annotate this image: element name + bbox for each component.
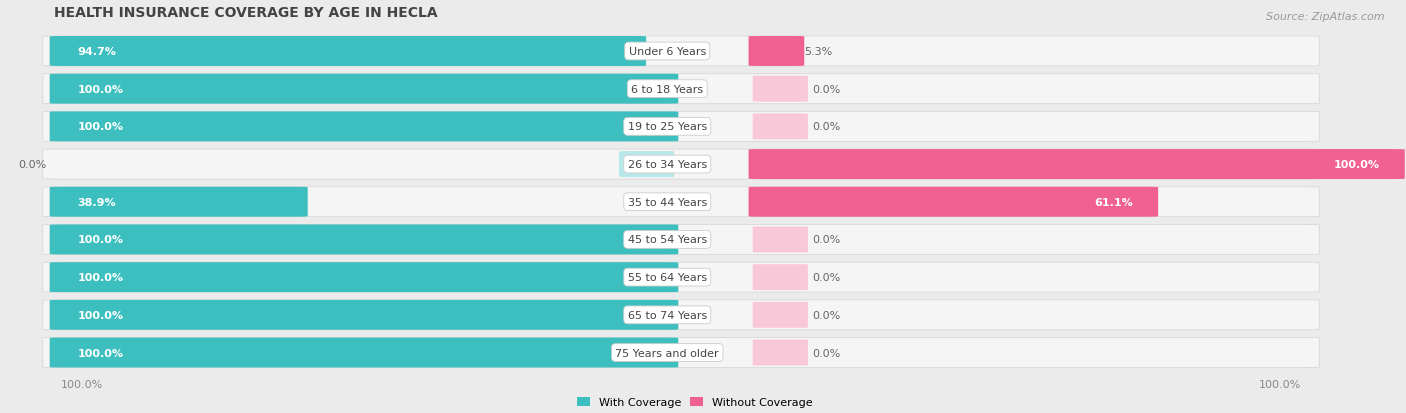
FancyBboxPatch shape xyxy=(752,114,808,140)
FancyBboxPatch shape xyxy=(42,188,1319,217)
Text: 100.0%: 100.0% xyxy=(77,348,124,358)
Text: 100.0%: 100.0% xyxy=(60,379,103,389)
FancyBboxPatch shape xyxy=(42,112,1319,142)
FancyBboxPatch shape xyxy=(752,265,808,290)
FancyBboxPatch shape xyxy=(42,338,1319,368)
Text: 0.0%: 0.0% xyxy=(813,85,841,95)
Text: 100.0%: 100.0% xyxy=(77,235,124,245)
FancyBboxPatch shape xyxy=(49,300,678,330)
FancyBboxPatch shape xyxy=(42,74,1319,104)
FancyBboxPatch shape xyxy=(619,152,673,178)
Text: 45 to 54 Years: 45 to 54 Years xyxy=(627,235,707,245)
Text: 55 to 64 Years: 55 to 64 Years xyxy=(627,273,707,282)
Text: 0.0%: 0.0% xyxy=(813,348,841,358)
Text: 100.0%: 100.0% xyxy=(1334,160,1379,170)
FancyBboxPatch shape xyxy=(49,74,678,104)
Text: 38.9%: 38.9% xyxy=(77,197,115,207)
FancyBboxPatch shape xyxy=(748,150,1405,180)
FancyBboxPatch shape xyxy=(42,225,1319,255)
FancyBboxPatch shape xyxy=(49,112,678,142)
Text: 0.0%: 0.0% xyxy=(813,310,841,320)
Text: 0.0%: 0.0% xyxy=(813,122,841,132)
Text: 100.0%: 100.0% xyxy=(77,310,124,320)
FancyBboxPatch shape xyxy=(42,37,1319,67)
Text: HEALTH INSURANCE COVERAGE BY AGE IN HECLA: HEALTH INSURANCE COVERAGE BY AGE IN HECL… xyxy=(53,7,437,20)
FancyBboxPatch shape xyxy=(752,76,808,102)
Text: 75 Years and older: 75 Years and older xyxy=(616,348,718,358)
FancyBboxPatch shape xyxy=(42,300,1319,330)
FancyBboxPatch shape xyxy=(49,338,678,368)
Text: 0.0%: 0.0% xyxy=(813,235,841,245)
Text: Source: ZipAtlas.com: Source: ZipAtlas.com xyxy=(1267,12,1385,22)
Text: 100.0%: 100.0% xyxy=(77,85,124,95)
Text: 35 to 44 Years: 35 to 44 Years xyxy=(627,197,707,207)
Text: 61.1%: 61.1% xyxy=(1094,197,1133,207)
Text: 26 to 34 Years: 26 to 34 Years xyxy=(627,160,707,170)
Text: 0.0%: 0.0% xyxy=(813,273,841,282)
FancyBboxPatch shape xyxy=(752,302,808,328)
Text: 0.0%: 0.0% xyxy=(18,160,46,170)
Text: 65 to 74 Years: 65 to 74 Years xyxy=(627,310,707,320)
FancyBboxPatch shape xyxy=(752,227,808,253)
FancyBboxPatch shape xyxy=(748,37,804,67)
FancyBboxPatch shape xyxy=(42,150,1319,180)
Text: 6 to 18 Years: 6 to 18 Years xyxy=(631,85,703,95)
FancyBboxPatch shape xyxy=(49,37,647,67)
Text: 100.0%: 100.0% xyxy=(1260,379,1302,389)
Text: 5.3%: 5.3% xyxy=(804,47,832,57)
Text: 19 to 25 Years: 19 to 25 Years xyxy=(627,122,707,132)
FancyBboxPatch shape xyxy=(748,188,1159,217)
FancyBboxPatch shape xyxy=(49,188,308,217)
FancyBboxPatch shape xyxy=(49,263,678,292)
Text: 94.7%: 94.7% xyxy=(77,47,117,57)
Text: 100.0%: 100.0% xyxy=(77,122,124,132)
Text: 100.0%: 100.0% xyxy=(77,273,124,282)
FancyBboxPatch shape xyxy=(42,263,1319,292)
Legend: With Coverage, Without Coverage: With Coverage, Without Coverage xyxy=(572,392,817,411)
FancyBboxPatch shape xyxy=(49,225,678,255)
Text: Under 6 Years: Under 6 Years xyxy=(628,47,706,57)
FancyBboxPatch shape xyxy=(752,340,808,366)
